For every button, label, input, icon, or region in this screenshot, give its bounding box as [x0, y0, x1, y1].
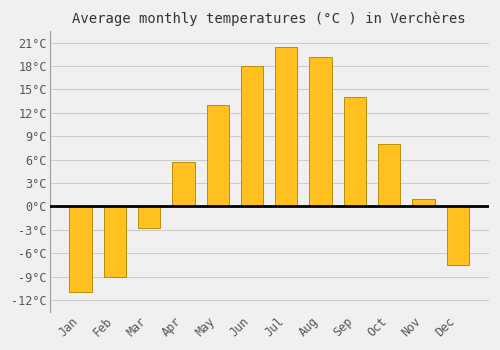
Bar: [206, 105, 229, 206]
Bar: [138, 206, 160, 228]
Bar: [412, 199, 434, 206]
Bar: [70, 206, 92, 292]
Bar: [344, 97, 366, 206]
Bar: [310, 57, 332, 206]
Bar: [241, 66, 263, 206]
Bar: [172, 162, 195, 206]
Bar: [378, 144, 400, 206]
Title: Average monthly temperatures (°C ) in Verchères: Average monthly temperatures (°C ) in Ve…: [72, 11, 466, 26]
Bar: [446, 206, 469, 265]
Bar: [104, 206, 126, 277]
Bar: [275, 47, 297, 206]
